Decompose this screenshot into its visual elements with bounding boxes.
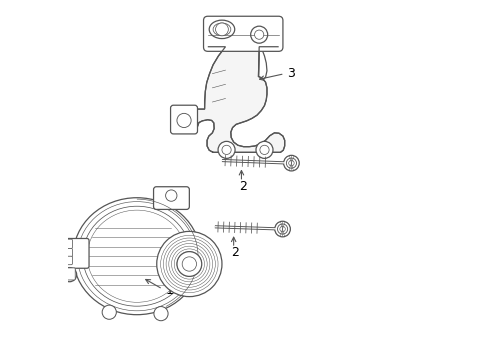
Text: 1: 1 (165, 284, 173, 297)
Polygon shape (179, 47, 285, 152)
Circle shape (289, 161, 294, 166)
Ellipse shape (73, 198, 201, 315)
Circle shape (284, 155, 299, 171)
Circle shape (218, 141, 235, 158)
Polygon shape (258, 47, 279, 81)
Circle shape (62, 267, 76, 282)
Circle shape (280, 226, 285, 232)
Circle shape (177, 252, 202, 276)
Circle shape (166, 190, 177, 201)
Circle shape (275, 221, 291, 237)
FancyBboxPatch shape (171, 105, 197, 134)
FancyBboxPatch shape (62, 239, 73, 248)
Circle shape (216, 23, 228, 36)
Circle shape (260, 145, 269, 154)
Text: 2: 2 (239, 180, 247, 193)
Circle shape (277, 224, 288, 234)
Circle shape (222, 145, 231, 154)
Ellipse shape (209, 20, 235, 39)
FancyBboxPatch shape (153, 187, 189, 210)
FancyBboxPatch shape (62, 256, 73, 265)
Circle shape (157, 231, 222, 297)
Circle shape (154, 306, 168, 321)
Circle shape (286, 158, 296, 168)
FancyBboxPatch shape (62, 248, 73, 257)
FancyBboxPatch shape (203, 16, 283, 51)
Text: 3: 3 (287, 67, 294, 80)
FancyBboxPatch shape (63, 268, 75, 280)
Circle shape (182, 257, 196, 271)
Circle shape (177, 113, 191, 127)
Circle shape (102, 305, 116, 319)
Circle shape (256, 141, 273, 158)
Ellipse shape (213, 23, 231, 36)
Circle shape (251, 26, 268, 43)
Circle shape (255, 30, 264, 39)
Text: 2: 2 (232, 246, 240, 259)
Ellipse shape (83, 206, 191, 306)
FancyBboxPatch shape (66, 238, 89, 268)
